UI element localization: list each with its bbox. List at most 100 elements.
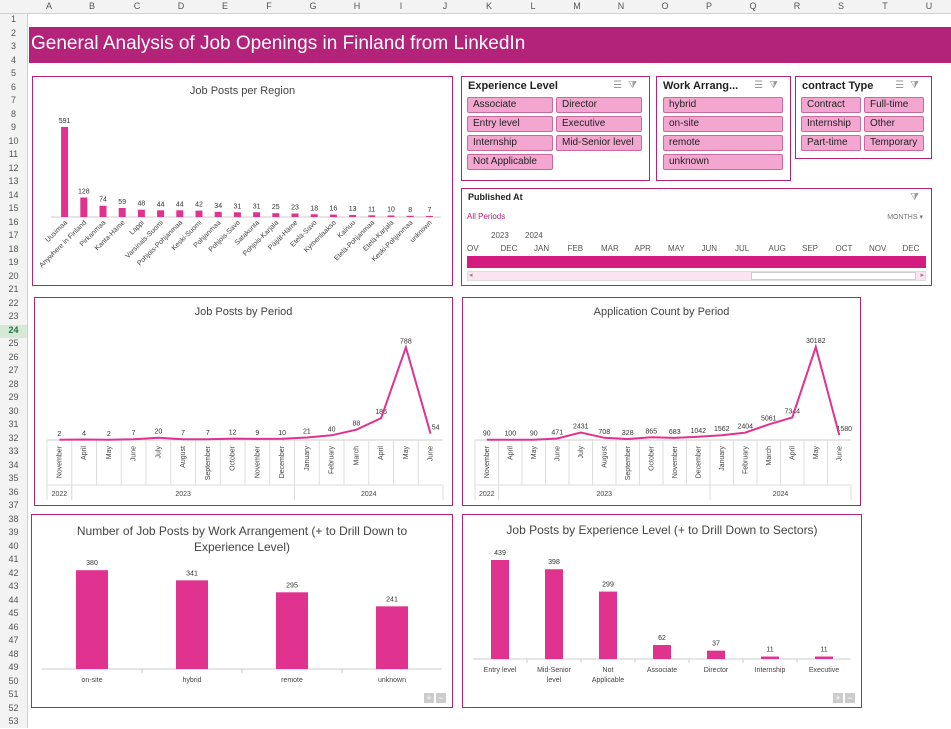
row-header[interactable]: 14 [8, 189, 19, 200]
row-header[interactable]: 6 [10, 81, 16, 92]
timeline-period-bar[interactable] [467, 256, 926, 268]
timeline-month[interactable]: JUN [701, 244, 718, 253]
row-header[interactable]: 37 [8, 500, 19, 510]
row-header[interactable]: 22 [8, 297, 19, 308]
row-header[interactable]: 44 [8, 594, 19, 605]
row-header[interactable]: 50 [8, 675, 19, 686]
timeline-month[interactable]: AUG [768, 244, 786, 253]
row-header[interactable]: 48 [8, 648, 19, 659]
slicer-item[interactable]: Contract [801, 97, 861, 113]
row-header[interactable]: 28 [8, 378, 19, 389]
slicer-item[interactable]: Full-time [864, 97, 924, 113]
slicer-item[interactable]: Executive [556, 116, 642, 132]
slicer-item[interactable]: Part-time [801, 135, 861, 151]
timeline-month[interactable]: FEB [567, 244, 584, 253]
multi-select-icon[interactable]: ☰ [613, 80, 629, 91]
row-header[interactable]: 45 [8, 608, 19, 618]
row-header[interactable]: 51 [8, 689, 19, 699]
row-header[interactable]: 32 [8, 432, 19, 443]
row-header[interactable]: 47 [8, 635, 19, 645]
slicer-item[interactable]: Associate [467, 97, 553, 113]
row-header[interactable]: 33 [8, 446, 19, 456]
clear-filter-icon[interactable]: ⧩ [769, 80, 784, 91]
timeline-month[interactable]: SEP [802, 244, 819, 253]
column-header[interactable]: O [661, 1, 669, 11]
row-header[interactable]: 38 [8, 513, 19, 524]
region-chart-panel[interactable]: Job Posts per Region 591 Uusimaa 128 Anywhe… [32, 76, 453, 286]
column-header[interactable]: P [705, 1, 712, 11]
row-header[interactable]: 5 [10, 68, 16, 78]
row-header[interactable]: 2 [10, 27, 16, 38]
slicer-item[interactable]: Mid-Senior level [556, 135, 642, 151]
column-header[interactable]: I [399, 1, 403, 11]
column-header[interactable]: J [442, 1, 448, 11]
multi-select-icon[interactable]: ☰ [754, 80, 770, 91]
row-header[interactable]: 19 [8, 257, 19, 267]
timeline-scrollbar[interactable]: ◂ ▸ [467, 271, 926, 281]
row-header[interactable]: 53 [8, 716, 19, 726]
row-header[interactable]: 35 [8, 473, 19, 483]
column-header[interactable]: S [837, 1, 844, 11]
timeline-month[interactable]: MAR [601, 244, 619, 253]
row-header[interactable]: 21 [8, 284, 19, 294]
row-header[interactable]: 20 [8, 270, 19, 281]
row-header[interactable]: 49 [8, 662, 19, 672]
column-header[interactable]: M [573, 1, 581, 11]
clear-filter-icon[interactable]: ⧩ [910, 192, 925, 203]
timeline-month[interactable]: APR [634, 244, 651, 253]
column-header[interactable]: T [882, 1, 888, 11]
work-arrangement-slicer[interactable]: Work Arrang... ☰⧩ hybrid on-site remote unk… [656, 76, 791, 181]
timeline-month[interactable]: DEC [902, 244, 920, 253]
column-header[interactable]: N [617, 1, 625, 11]
slicer-item[interactable]: Internship [467, 135, 553, 151]
row-header[interactable]: 7 [10, 95, 16, 105]
row-header[interactable]: 52 [8, 702, 19, 713]
row-header[interactable]: 46 [8, 621, 19, 632]
expand-icon[interactable]: + [833, 693, 843, 703]
row-header[interactable]: 8 [10, 108, 16, 119]
row-header[interactable]: 40 [8, 540, 19, 551]
work-arrangement-panel[interactable]: Number of Job Posts by Work Arrangement … [31, 514, 453, 708]
row-header[interactable]: 36 [8, 486, 19, 497]
contract-type-slicer[interactable]: contract Type ☰⧩ Contract Full-time Intern… [795, 76, 932, 159]
row-header[interactable]: 16 [8, 216, 19, 227]
row-header[interactable]: 4 [10, 54, 16, 65]
slicer-item[interactable]: Not Applicable [467, 154, 553, 170]
row-header[interactable]: 13 [8, 176, 19, 186]
column-header[interactable]: L [530, 1, 536, 11]
timeline-month[interactable]: NOV [869, 244, 887, 253]
row-header[interactable]: 17 [8, 230, 19, 240]
slicer-item[interactable]: Internship [801, 116, 861, 132]
column-header[interactable]: H [353, 1, 361, 11]
row-header[interactable]: 9 [10, 122, 16, 132]
timeline-level-dropdown[interactable]: MONTHS ▾ [887, 214, 923, 221]
collapse-icon[interactable]: − [436, 693, 446, 703]
posts-by-period-panel[interactable]: Job Posts by Period 2 November 4 April 2 May 7… [34, 297, 453, 506]
column-header[interactable]: C [133, 1, 141, 11]
timeline-month[interactable]: DEC [500, 244, 518, 253]
row-header[interactable]: 25 [8, 338, 19, 348]
timeline-month[interactable]: JUL [735, 244, 750, 253]
timeline-scroll-thumb[interactable] [751, 272, 916, 280]
slicer-item[interactable]: unknown [663, 154, 783, 170]
slicer-item[interactable]: Other [864, 116, 924, 132]
slicer-item[interactable]: Entry level [467, 116, 553, 132]
slicer-item[interactable]: on-site [663, 116, 783, 132]
row-header[interactable]: 23 [8, 311, 19, 321]
scroll-right-icon[interactable]: ▸ [920, 272, 924, 279]
row-header[interactable]: 31 [8, 419, 19, 429]
row-header[interactable]: 1 [10, 14, 16, 24]
row-header[interactable]: 42 [8, 567, 19, 578]
row-header[interactable]: 12 [8, 162, 19, 173]
column-header[interactable]: B [88, 1, 95, 11]
row-header[interactable]: 3 [10, 41, 16, 51]
clear-filter-icon[interactable]: ⧩ [628, 80, 643, 91]
experience-level-panel[interactable]: Job Posts by Experience Level (+ to Dril… [462, 514, 862, 708]
slicer-item[interactable]: hybrid [663, 97, 783, 113]
row-header[interactable]: 39 [8, 527, 19, 537]
row-header[interactable]: 10 [8, 135, 19, 146]
column-header[interactable]: K [485, 1, 492, 11]
collapse-icon[interactable]: − [845, 693, 855, 703]
slicer-item[interactable]: Director [556, 97, 642, 113]
row-header[interactable]: 27 [8, 365, 19, 375]
